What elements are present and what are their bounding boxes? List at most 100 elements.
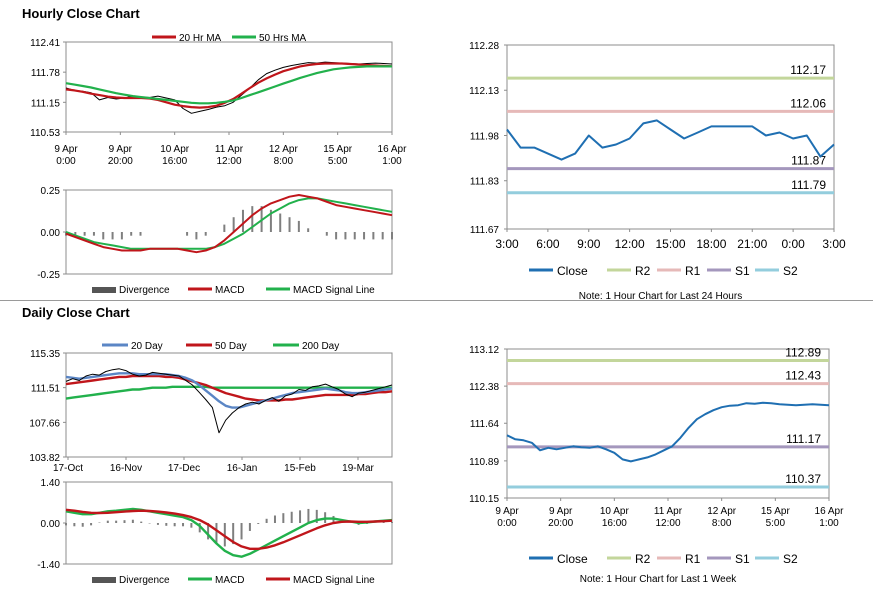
daily-price-legend-20day-label: 20 Day bbox=[131, 341, 163, 352]
daily-pivot-level-label-s2: 110.37 bbox=[785, 472, 821, 486]
daily-pivot-frame bbox=[506, 348, 830, 499]
hourly-pivot-note: Note: 1 Hour Chart for Last 24 Hours bbox=[579, 291, 742, 302]
daily-price-legend-50day-label: 50 Day bbox=[215, 341, 247, 352]
daily-pivot-xtick-date: 11 Apr bbox=[654, 506, 683, 517]
daily-pivot-legend-s2-label: S2 bbox=[783, 552, 798, 566]
daily-pivot-close-line bbox=[506, 401, 830, 463]
hourly-price-series-close bbox=[65, 61, 393, 114]
daily-pivot-xtick-date: 9 Apr bbox=[549, 506, 573, 517]
daily-macd-legend-signal-label: MACD Signal Line bbox=[293, 575, 375, 586]
hourly-pivot-xtick: 6:00 bbox=[536, 237, 560, 251]
daily-price-series-50-day bbox=[65, 374, 393, 402]
hourly-price-legend-20hr-label: 20 Hr MA bbox=[179, 33, 222, 44]
daily-pivot-xtick-time: 0:00 bbox=[497, 518, 517, 529]
daily-price-legend-200day-label: 200 Day bbox=[302, 341, 339, 352]
daily-pivot-xtick-date: 16 Apr bbox=[815, 506, 845, 517]
daily-macd-line bbox=[65, 507, 393, 558]
hourly-pivot-legend-s1-label: S1 bbox=[735, 264, 750, 278]
hourly-price-xtick-time: 1:00 bbox=[382, 156, 402, 167]
daily-price-xtick: 19-Mar bbox=[342, 463, 374, 474]
hourly-price-xtick-date: 10 Apr bbox=[160, 144, 190, 155]
daily-price-xtick: 16-Nov bbox=[110, 463, 142, 474]
daily-price-ytick: 115.35 bbox=[30, 349, 60, 360]
hourly-price-xtick-date: 11 Apr bbox=[215, 144, 244, 155]
hourly-pivot-xtick: 3:00 bbox=[495, 237, 519, 251]
daily-macd-ytick: -1.40 bbox=[37, 560, 60, 571]
hourly-macd-line bbox=[65, 194, 393, 254]
hourly-price-xtick-date: 16 Apr bbox=[378, 144, 408, 155]
daily-macd-legend-divergence-label: Divergence bbox=[119, 575, 170, 586]
daily-macd-legend-macd-label: MACD bbox=[215, 575, 244, 586]
daily-pivot-level-label-r1: 112.43 bbox=[785, 369, 821, 383]
hourly-macd-legend-signal-label: MACD Signal Line bbox=[293, 285, 375, 296]
daily-pivot-level-label-r2: 112.89 bbox=[785, 346, 821, 360]
daily-pivot-xtick-time: 5:00 bbox=[766, 518, 786, 529]
daily-pivot-xtick-time: 1:00 bbox=[819, 518, 839, 529]
daily-price-frame bbox=[65, 352, 393, 458]
daily-pivot-level-label-s1: 111.17 bbox=[786, 432, 821, 446]
daily-pivot-xtick-time: 16:00 bbox=[602, 518, 627, 529]
hourly-pivot-xtick: 18:00 bbox=[696, 237, 726, 251]
daily-pivot-xtick-date: 15 Apr bbox=[761, 506, 791, 517]
daily-pivot-legend-r2-label: R2 bbox=[635, 552, 651, 566]
daily-macd-legend-divergence-swatch bbox=[92, 577, 116, 583]
daily-pivot-ytick: 112.38 bbox=[469, 382, 499, 393]
hourly-pivot-ytick: 111.98 bbox=[470, 131, 500, 142]
hourly-price-frame bbox=[65, 41, 393, 133]
daily-pivot-note: Note: 1 Hour Chart for Last 1 Week bbox=[580, 574, 738, 585]
hourly-pivot-frame bbox=[506, 44, 835, 230]
hourly-price-ytick: 110.53 bbox=[30, 128, 60, 139]
daily-price-series-200-day bbox=[65, 385, 392, 400]
daily-price-series-20-day bbox=[65, 372, 393, 409]
daily-price-ytick: 103.82 bbox=[29, 453, 60, 464]
daily-macd-ytick: 0.00 bbox=[41, 519, 61, 530]
hourly-pivot-level-label-r1: 112.06 bbox=[790, 96, 826, 110]
hourly-price-xtick-date: 9 Apr bbox=[54, 144, 78, 155]
hourly-pivot-ytick: 112.13 bbox=[469, 86, 499, 97]
hourly-price-xtick-date: 9 Apr bbox=[109, 144, 133, 155]
daily-pivot-legend-s1-label: S1 bbox=[735, 552, 750, 566]
hourly-price-xtick-time: 8:00 bbox=[274, 156, 294, 167]
hourly-pivot-level-label-s1: 111.87 bbox=[791, 154, 826, 168]
hourly-pivot-level-label-s2: 111.79 bbox=[791, 178, 826, 192]
hourly-price-series-50-hrs-ma bbox=[65, 65, 392, 105]
section-divider bbox=[0, 300, 873, 301]
hourly-price-ytick: 112.41 bbox=[30, 38, 60, 49]
hourly-pivot-legend-r2-label: R2 bbox=[635, 264, 651, 278]
hourly-pivot-ytick: 111.67 bbox=[470, 225, 500, 236]
daily-pivot-xtick-date: 9 Apr bbox=[495, 506, 519, 517]
hourly-price-legend-50hrs-label: 50 Hrs MA bbox=[259, 33, 307, 44]
hourly-pivot-ytick: 112.28 bbox=[469, 41, 499, 52]
hourly-macd-legend-macd-label: MACD bbox=[215, 285, 244, 296]
hourly-pivot-xtick: 21:00 bbox=[737, 237, 767, 251]
hourly-price-xtick-time: 16:00 bbox=[162, 156, 187, 167]
hourly-price-xtick-time: 20:00 bbox=[108, 156, 133, 167]
daily-pivot-xtick-time: 12:00 bbox=[655, 518, 680, 529]
daily-pivot-xtick-time: 8:00 bbox=[712, 518, 732, 529]
daily-pivot-ytick: 110.15 bbox=[469, 494, 499, 505]
hourly-price-xtick-time: 0:00 bbox=[56, 156, 76, 167]
hourly-price-ytick: 111.15 bbox=[31, 98, 61, 109]
hourly-pivot-legend-r1-label: R1 bbox=[685, 264, 701, 278]
hourly-pivot-close-line bbox=[506, 119, 835, 161]
daily-pivot-legend-close-label: Close bbox=[557, 552, 588, 566]
daily-pivot-legend-r1-label: R1 bbox=[685, 552, 701, 566]
hourly-macd-legend-divergence-swatch bbox=[92, 287, 116, 293]
hourly-pivot-level-label-r2: 112.17 bbox=[790, 63, 826, 77]
daily-section-title: Daily Close Chart bbox=[22, 305, 130, 320]
hourly-macd-legend-divergence-label: Divergence bbox=[119, 285, 170, 296]
daily-pivot-xtick-date: 12 Apr bbox=[707, 506, 737, 517]
daily-pivot-ytick: 110.89 bbox=[469, 457, 499, 468]
daily-macd-ytick: 1.40 bbox=[41, 478, 61, 489]
hourly-price-xtick-time: 5:00 bbox=[328, 156, 348, 167]
daily-pivot-xtick-time: 20:00 bbox=[548, 518, 573, 529]
hourly-price-xtick-time: 12:00 bbox=[216, 156, 241, 167]
daily-price-ytick: 111.51 bbox=[31, 384, 61, 395]
hourly-pivot-xtick: 9:00 bbox=[577, 237, 601, 251]
hourly-pivot-xtick: 3:00 bbox=[822, 237, 846, 251]
hourly-price-xtick-date: 12 Apr bbox=[269, 144, 299, 155]
hourly-pivot-legend-close-label: Close bbox=[557, 264, 588, 278]
hourly-macd-signal-line bbox=[65, 197, 393, 250]
hourly-section-title: Hourly Close Chart bbox=[22, 6, 140, 21]
